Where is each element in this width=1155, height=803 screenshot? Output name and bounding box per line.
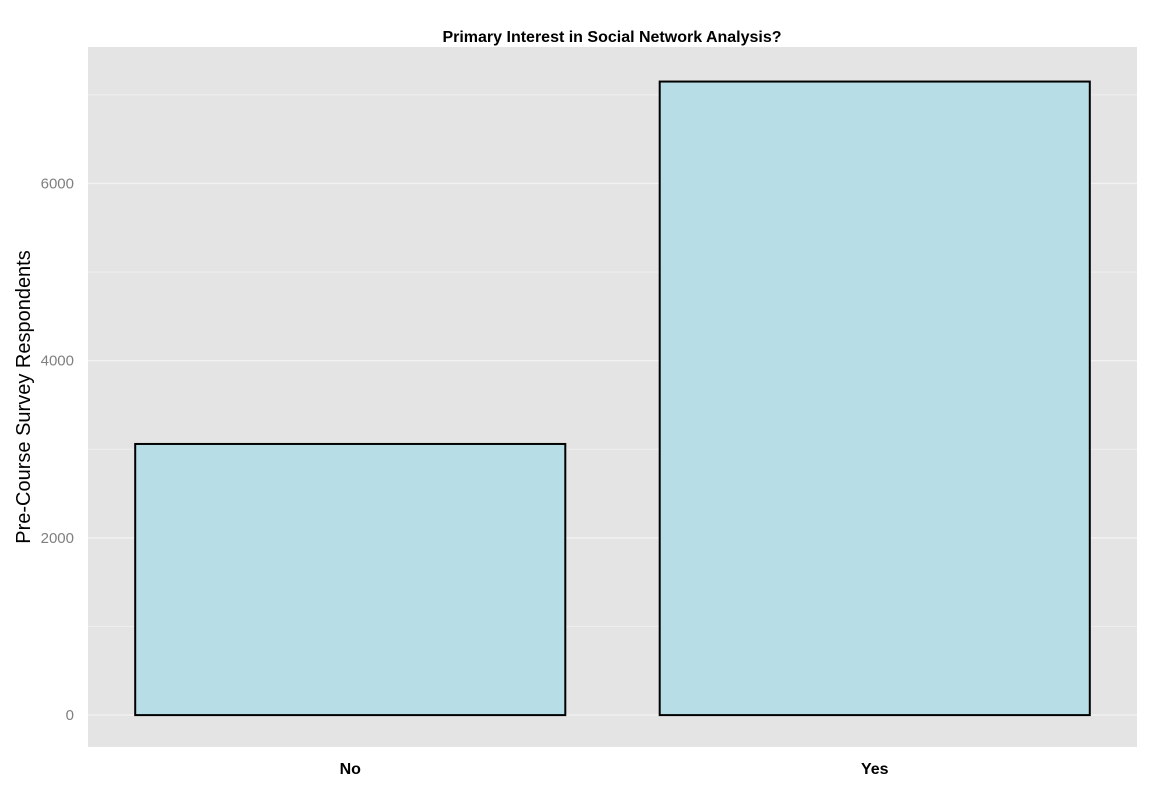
x-axis-ticks: No Yes <box>340 761 889 778</box>
bar-no <box>134 442 567 717</box>
y-tick-label: 0 <box>66 707 74 724</box>
bars <box>134 80 1091 717</box>
chart-title: Primary Interest in Social Network Analy… <box>442 29 781 46</box>
y-tick-label: 6000 <box>41 175 74 192</box>
y-tick-label: 2000 <box>41 530 74 547</box>
x-tick-label: Yes <box>861 761 889 778</box>
y-tick-label: 4000 <box>41 353 74 370</box>
y-axis-ticks: 0 2000 4000 6000 <box>41 175 74 724</box>
x-tick-label: No <box>340 761 362 778</box>
y-axis-label: Pre-Course Survey Respondents <box>13 250 35 543</box>
bar-yes <box>658 80 1091 717</box>
